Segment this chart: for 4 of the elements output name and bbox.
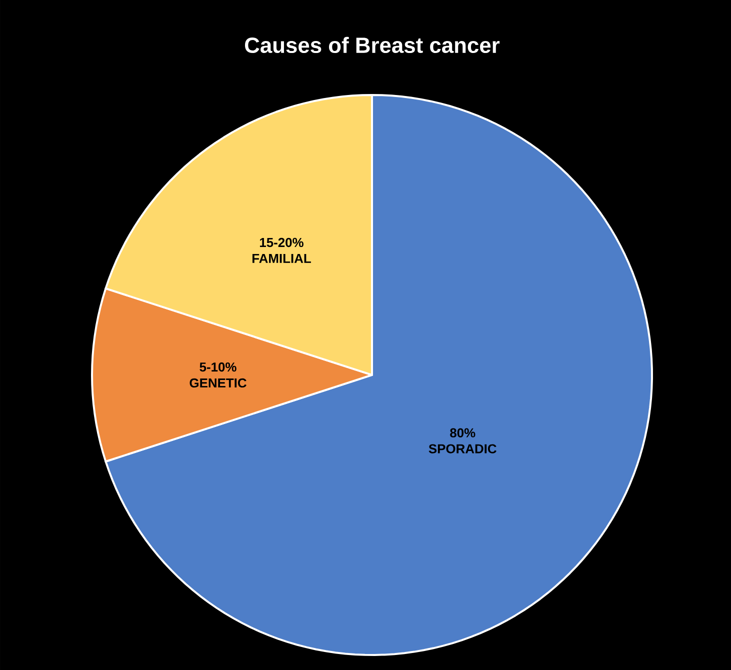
slice-label: 15-20% FAMILIAL [252, 238, 311, 263]
slice-label: 80% SPORADIC [428, 428, 496, 454]
chart-title: Causes of Breast cancer [244, 36, 500, 54]
slice-label: 5-10% GENETIC [190, 362, 246, 388]
